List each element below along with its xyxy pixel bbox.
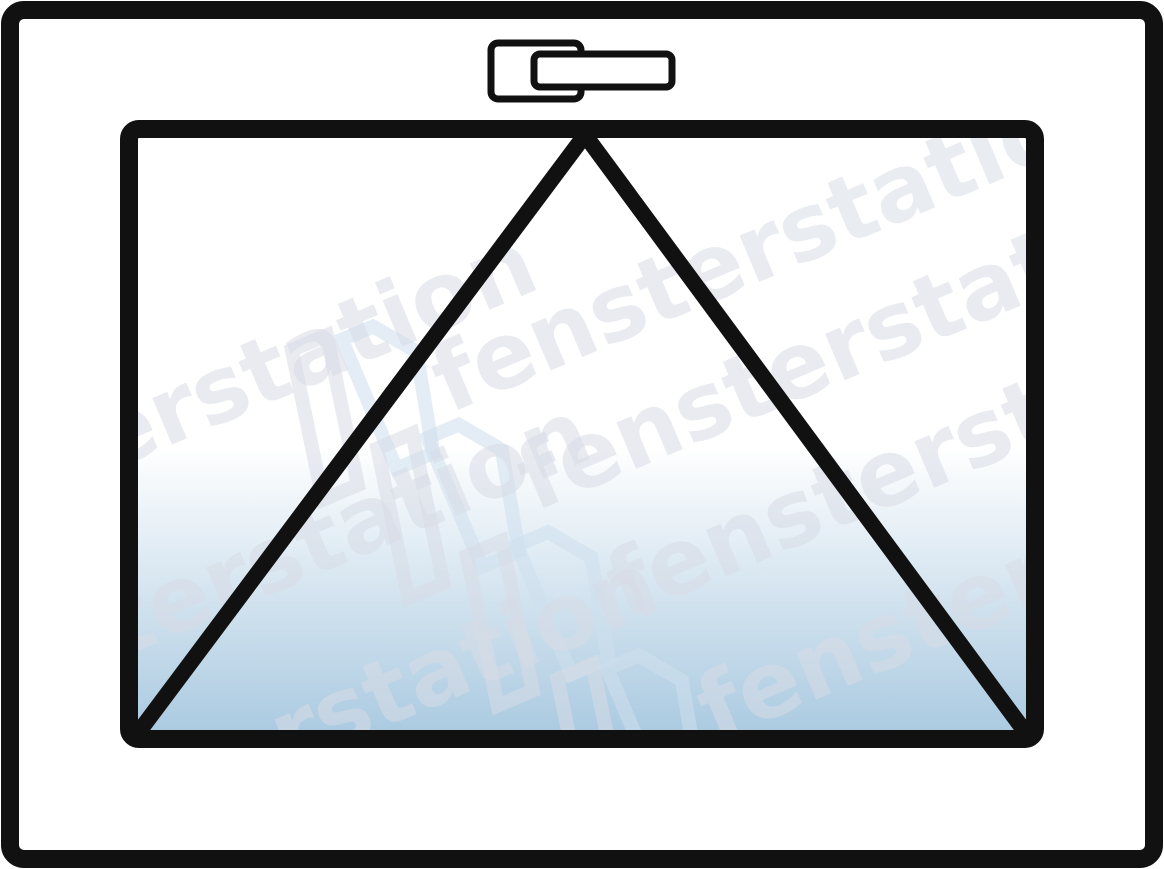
- window-handle-icon: [487, 39, 676, 103]
- watermark-group: fensterstation fensterstation fenstersta…: [129, 129, 1035, 739]
- glass-pane: [129, 129, 1035, 739]
- watermark-logo: [458, 524, 617, 716]
- tilt-opening-indicator: [130, 127, 1034, 741]
- watermark-logo: [369, 416, 527, 608]
